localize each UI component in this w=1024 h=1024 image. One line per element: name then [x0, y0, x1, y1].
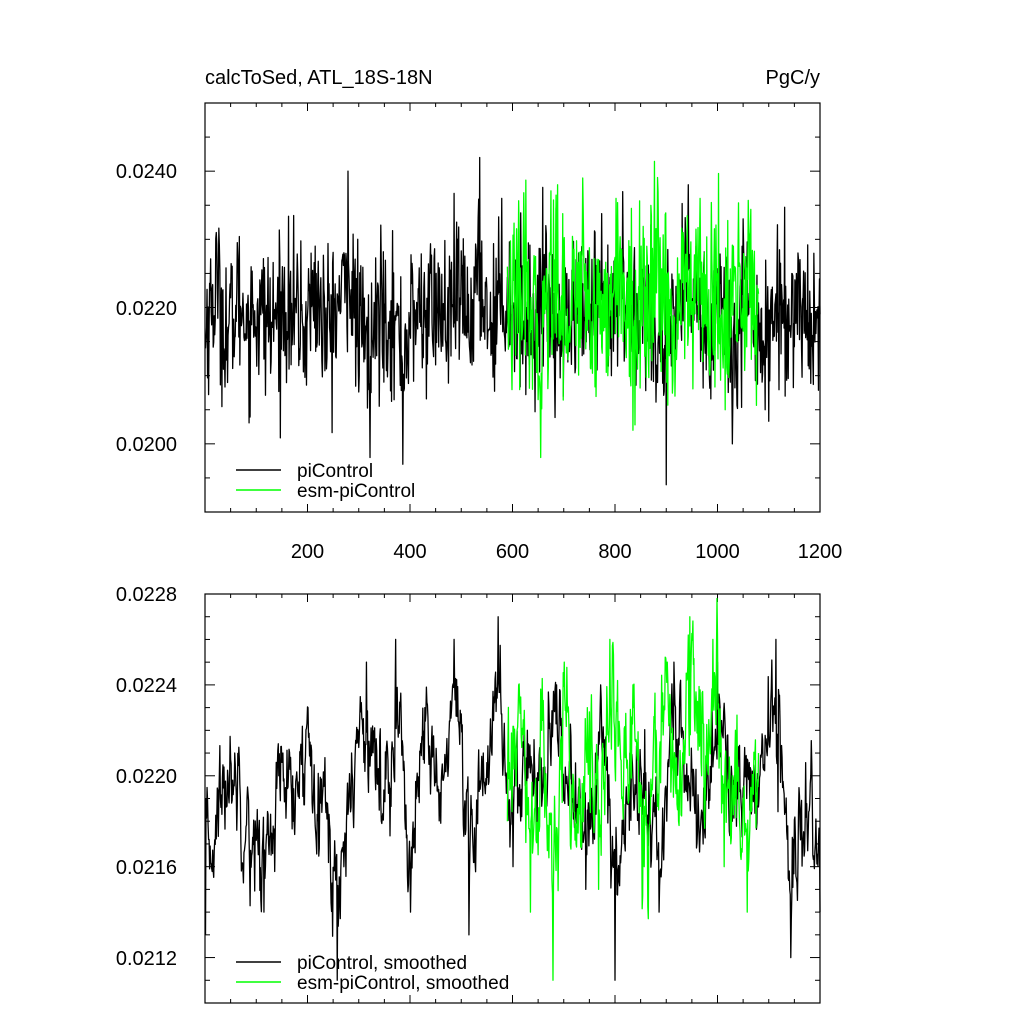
top-plot-frame [204, 102, 821, 513]
top-panel: calcToSed, ATL_18S-18N PgC/y 0.0240 0.02… [116, 67, 842, 563]
ytick-label: 0.0240 [116, 161, 177, 183]
legend-label-esm-picontrol: esm-piControl [297, 481, 415, 502]
bottom-legend: piControl, smoothed esm-piControl, smoot… [236, 953, 509, 994]
top-legend: piControl esm-piControl [236, 461, 415, 502]
xtick-label: 400 [393, 541, 426, 563]
top-panel-xtick-labels: 200 400 600 800 1000 1200 [291, 541, 842, 563]
chart-units: PgC/y [766, 67, 820, 89]
ytick-label: 0.0224 [116, 675, 177, 697]
ytick-label: 0.0228 [116, 584, 177, 606]
xtick-label: 200 [291, 541, 324, 563]
chart-title: calcToSed, ATL_18S-18N [205, 67, 433, 89]
ytick-label: 0.0200 [116, 434, 177, 456]
series-line-esm-picontrol-smoothed [506, 597, 760, 981]
bottom-panel: 0.0228 0.0224 0.0220 0.0216 0.0212 piCon… [116, 584, 821, 1004]
xtick-label: 600 [496, 541, 529, 563]
ytick-label: 0.0220 [116, 766, 177, 788]
top-panel-series [204, 156, 821, 486]
xtick-label: 1200 [798, 541, 843, 563]
bottom-panel-ytick-labels: 0.0228 0.0224 0.0220 0.0216 0.0212 [116, 584, 177, 970]
series-line-esm-picontrol [506, 160, 760, 459]
ytick-label: 0.0212 [116, 948, 177, 970]
top-panel-ticks [204, 102, 821, 513]
ytick-label: 0.0220 [116, 298, 177, 320]
ytick-label: 0.0216 [116, 857, 177, 879]
xtick-label: 1000 [695, 541, 740, 563]
legend-label-esm-picontrol-smoothed: esm-piControl, smoothed [297, 973, 509, 994]
bottom-panel-series [204, 597, 821, 981]
legend-label-picontrol-smoothed: piControl, smoothed [297, 953, 467, 974]
xtick-label: 800 [598, 541, 631, 563]
bottom-plot-frame [204, 593, 821, 1004]
top-panel-ytick-labels: 0.0240 0.0220 0.0200 [116, 161, 177, 456]
legend-label-picontrol: piControl [297, 461, 373, 482]
